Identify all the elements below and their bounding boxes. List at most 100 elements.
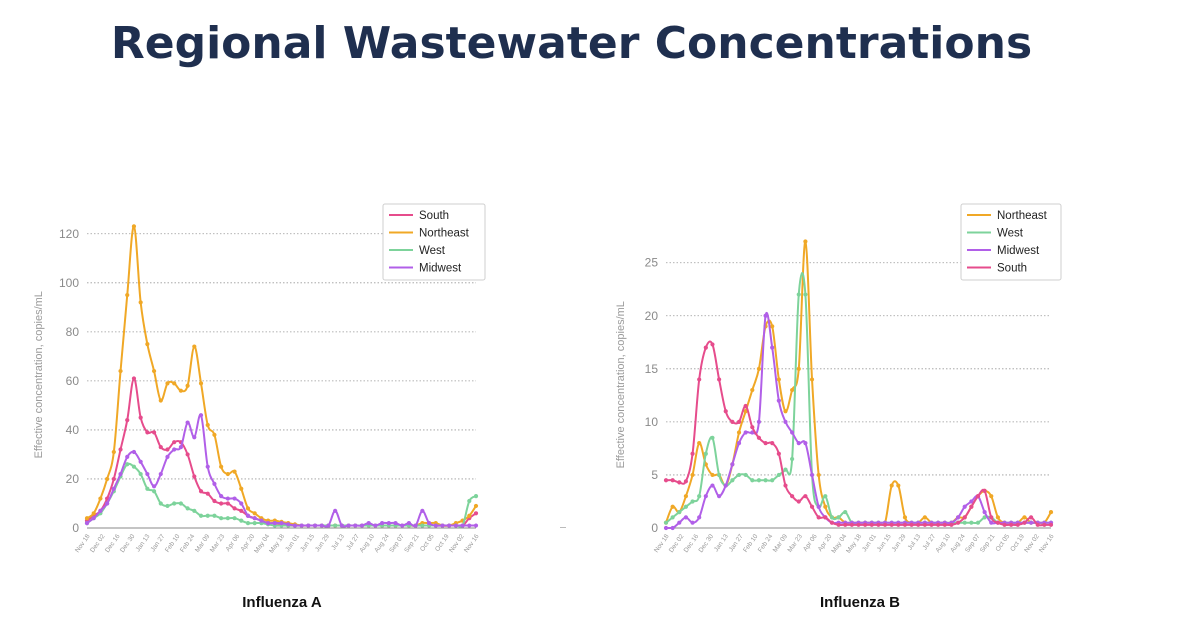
data-point-west — [836, 515, 841, 520]
data-point-west — [232, 516, 237, 521]
legend-label: West — [419, 245, 446, 257]
data-point-west — [670, 515, 675, 520]
data-point-south — [683, 479, 689, 484]
data-point-south — [473, 511, 479, 516]
data-point-south — [756, 435, 762, 440]
data-point-midwest — [185, 420, 190, 425]
data-point-midwest — [339, 523, 344, 528]
y-axis-label: Effective concentration, copies/mL — [615, 301, 627, 468]
data-point-northeast — [118, 368, 123, 374]
y-tick-label: 120 — [59, 227, 79, 241]
data-point-south — [869, 522, 874, 527]
data-point-northeast — [750, 387, 755, 393]
data-point-south — [118, 447, 123, 452]
data-point-midwest — [125, 454, 130, 459]
data-point-northeast — [219, 464, 224, 469]
y-tick-label: 20 — [66, 472, 80, 486]
data-point-south — [942, 522, 947, 527]
data-point-south — [730, 419, 735, 424]
data-point-south — [750, 425, 755, 430]
data-point-northeast — [185, 383, 190, 388]
data-point-northeast — [245, 506, 251, 511]
data-point-west — [690, 499, 695, 504]
data-point-midwest — [299, 523, 304, 528]
data-point-west — [205, 513, 210, 518]
y-tick-label: 5 — [651, 468, 658, 482]
data-point-northeast — [889, 483, 894, 488]
data-point-midwest — [138, 459, 143, 464]
data-point-midwest — [803, 441, 808, 446]
x-tick-label: Jul 13 — [907, 533, 923, 552]
x-tick-label: Sep 21 — [979, 533, 997, 554]
data-point-northeast — [178, 388, 183, 393]
data-point-south — [1042, 522, 1047, 527]
data-point-west — [969, 520, 974, 525]
data-point-midwest — [955, 515, 961, 520]
data-point-west — [252, 520, 257, 526]
x-tick-label: Apr 06 — [802, 533, 819, 553]
data-point-west — [756, 478, 762, 483]
y-tick-label: 20 — [645, 309, 659, 323]
data-point-south — [763, 441, 768, 446]
data-point-northeast — [205, 422, 210, 428]
data-point-west — [750, 478, 755, 483]
data-point-west — [703, 451, 708, 456]
data-point-midwest — [91, 516, 96, 521]
data-point-midwest — [723, 483, 728, 488]
data-point-south — [670, 478, 675, 483]
data-point-west — [803, 292, 808, 297]
data-point-midwest — [359, 523, 365, 528]
x-tick-label: Jun 29 — [314, 533, 331, 553]
page-title: Regional Wastewater Concentrations — [110, 18, 1033, 69]
data-point-south — [172, 440, 177, 445]
data-point-midwest — [98, 508, 103, 513]
data-point-midwest — [386, 520, 391, 526]
data-point-west — [138, 471, 143, 477]
y-axis-label: Effective concentration, copies/mL — [33, 291, 45, 458]
data-point-midwest — [426, 520, 432, 526]
data-point-midwest — [165, 454, 170, 459]
data-point-south — [790, 494, 795, 499]
data-point-northeast — [239, 486, 244, 491]
x-tick-label: Jun 01 — [284, 533, 301, 553]
data-point-midwest — [205, 464, 210, 469]
data-point-south — [902, 522, 908, 527]
data-point-midwest — [84, 520, 90, 526]
legend-label: South — [419, 210, 449, 222]
data-point-south — [1035, 522, 1040, 527]
data-point-south — [989, 515, 994, 520]
data-point-midwest — [473, 523, 479, 528]
data-point-midwest — [663, 525, 669, 531]
data-point-south — [205, 491, 210, 496]
data-point-northeast — [690, 472, 695, 478]
data-point-south — [922, 522, 927, 527]
data-point-west — [125, 462, 130, 467]
data-point-south — [995, 520, 1000, 525]
data-point-south — [239, 508, 244, 513]
data-point-south — [770, 441, 775, 446]
data-point-west — [225, 516, 230, 521]
data-point-west — [717, 472, 722, 478]
data-point-south — [743, 403, 748, 409]
data-point-midwest — [763, 313, 768, 318]
data-point-west — [212, 513, 217, 518]
data-point-south — [192, 474, 197, 479]
legend-label: Midwest — [997, 245, 1040, 257]
series-line-south — [86, 377, 477, 528]
data-point-midwest — [178, 444, 183, 450]
data-point-midwest — [816, 504, 821, 509]
data-point-midwest — [796, 441, 801, 446]
data-point-midwest — [400, 523, 405, 528]
data-point-south — [809, 504, 815, 509]
data-point-south — [736, 419, 742, 424]
data-point-northeast — [803, 239, 808, 244]
data-point-midwest — [683, 515, 689, 520]
data-point-midwest — [265, 520, 271, 526]
data-point-south — [916, 522, 921, 527]
data-point-northeast — [756, 366, 762, 371]
data-point-west — [145, 486, 150, 491]
data-point-west — [663, 520, 669, 525]
data-point-northeast — [198, 381, 204, 386]
data-point-south — [663, 478, 669, 483]
data-point-west — [239, 518, 244, 523]
